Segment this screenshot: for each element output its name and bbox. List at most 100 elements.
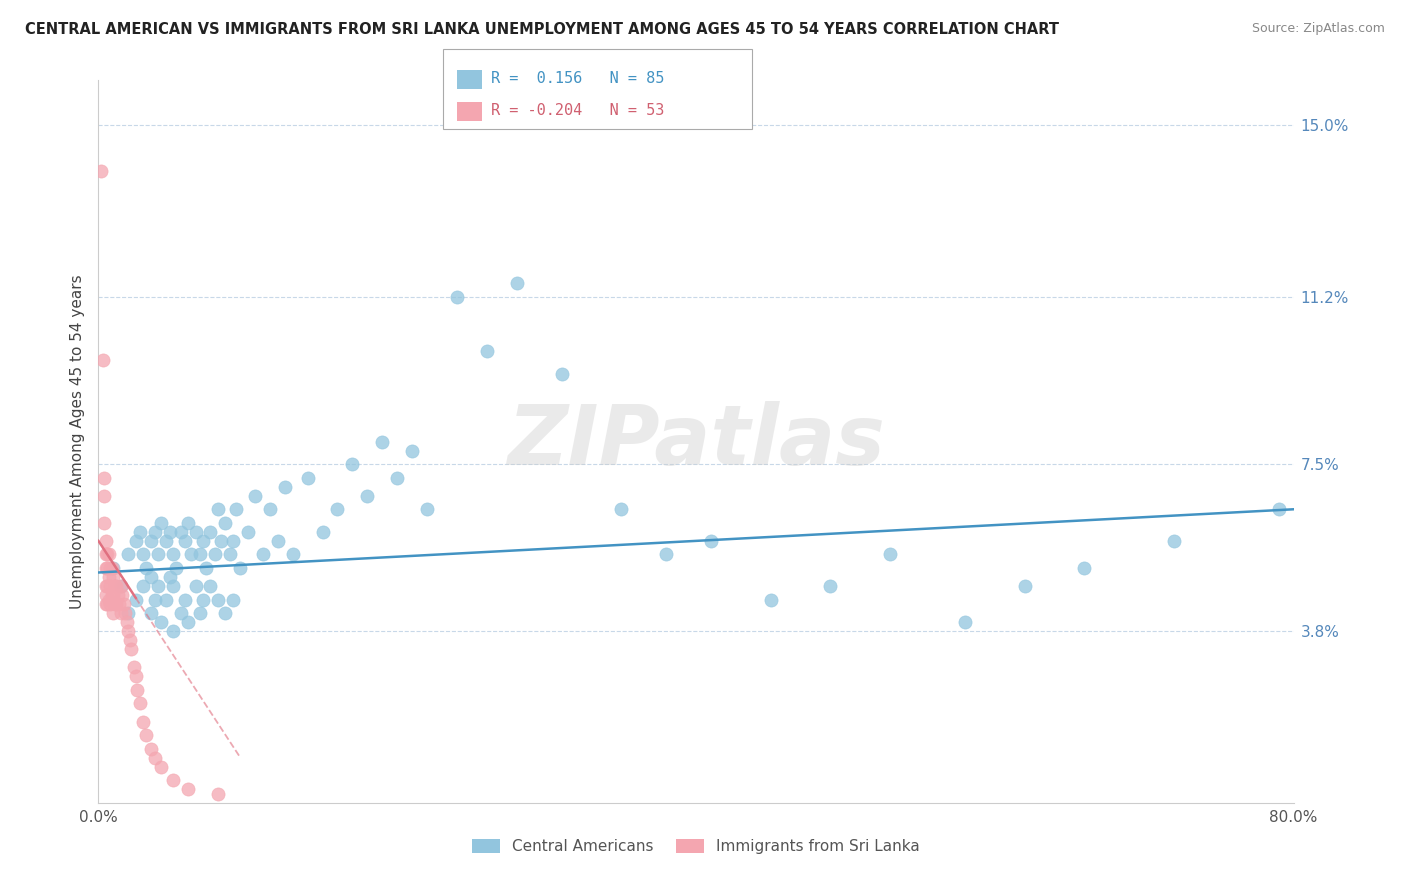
Point: [371, 434, 394, 449]
Point: [297, 471, 319, 485]
Point: [94, 533, 117, 548]
Point: [342, 457, 364, 471]
Point: [139, 606, 162, 620]
Point: [204, 548, 226, 562]
Point: [103, 606, 125, 620]
Point: [115, 615, 138, 630]
Point: [117, 548, 139, 562]
Point: [1014, 579, 1036, 593]
Point: [820, 579, 842, 593]
Point: [214, 606, 236, 620]
Point: [252, 548, 274, 562]
Point: [132, 548, 155, 562]
Point: [150, 760, 173, 774]
Y-axis label: Unemployment Among Ages 45 to 54 years: Unemployment Among Ages 45 to 54 years: [69, 274, 84, 609]
Point: [174, 592, 197, 607]
Point: [550, 367, 572, 381]
Text: Source: ZipAtlas.com: Source: ZipAtlas.com: [1251, 22, 1385, 36]
Point: [90, 163, 112, 178]
Point: [191, 533, 214, 548]
Point: [245, 489, 267, 503]
Point: [110, 579, 132, 593]
Point: [110, 579, 132, 593]
Point: [127, 682, 149, 697]
Point: [150, 516, 173, 530]
Point: [162, 624, 184, 639]
Point: [94, 588, 117, 602]
Text: ZIPatlas: ZIPatlas: [508, 401, 884, 482]
Point: [180, 548, 202, 562]
Point: [117, 624, 139, 639]
Point: [195, 561, 218, 575]
Point: [259, 502, 281, 516]
Point: [207, 502, 229, 516]
Point: [446, 290, 468, 304]
Point: [135, 561, 157, 575]
Point: [94, 597, 117, 611]
Point: [105, 579, 128, 593]
Point: [162, 773, 184, 788]
Point: [200, 579, 222, 593]
Point: [124, 660, 146, 674]
Point: [155, 533, 177, 548]
Point: [188, 548, 211, 562]
Point: [188, 606, 211, 620]
Point: [108, 597, 131, 611]
Point: [120, 642, 142, 657]
Point: [326, 502, 349, 516]
Point: [117, 606, 139, 620]
Point: [148, 548, 170, 562]
Point: [200, 524, 222, 539]
Point: [132, 579, 155, 593]
Point: [111, 588, 134, 602]
Point: [655, 548, 678, 562]
Point: [475, 344, 498, 359]
Point: [155, 592, 177, 607]
Point: [93, 516, 115, 530]
Point: [225, 502, 247, 516]
Point: [125, 533, 148, 548]
Point: [222, 592, 245, 607]
Point: [96, 597, 118, 611]
Text: CENTRAL AMERICAN VS IMMIGRANTS FROM SRI LANKA UNEMPLOYMENT AMONG AGES 45 TO 54 Y: CENTRAL AMERICAN VS IMMIGRANTS FROM SRI …: [25, 22, 1059, 37]
Point: [229, 561, 252, 575]
Point: [356, 489, 378, 503]
Text: R = -0.204   N = 53: R = -0.204 N = 53: [491, 103, 664, 118]
Point: [184, 579, 207, 593]
Point: [169, 606, 191, 620]
Point: [94, 579, 117, 593]
Point: [209, 533, 232, 548]
Point: [98, 561, 122, 575]
Point: [177, 782, 200, 797]
Point: [143, 750, 166, 764]
Point: [281, 548, 304, 562]
Point: [191, 592, 214, 607]
Point: [135, 728, 157, 742]
Point: [148, 579, 170, 593]
Point: [1163, 533, 1185, 548]
Point: [174, 533, 197, 548]
Point: [103, 588, 125, 602]
Point: [1267, 502, 1289, 516]
Point: [162, 548, 184, 562]
Point: [98, 597, 122, 611]
Point: [118, 633, 141, 648]
Point: [114, 606, 136, 620]
Point: [207, 787, 229, 801]
Point: [110, 606, 132, 620]
Point: [953, 615, 976, 630]
Point: [222, 533, 245, 548]
Point: [385, 471, 409, 485]
Point: [125, 592, 148, 607]
Point: [139, 533, 162, 548]
Point: [97, 592, 120, 607]
Point: [129, 524, 152, 539]
Point: [219, 548, 242, 562]
Point: [506, 277, 529, 291]
Legend: Central Americans, Immigrants from Sri Lanka: Central Americans, Immigrants from Sri L…: [465, 833, 927, 860]
Point: [159, 570, 181, 584]
Point: [139, 570, 162, 584]
Point: [416, 502, 439, 516]
Point: [169, 524, 191, 539]
Point: [759, 592, 782, 607]
